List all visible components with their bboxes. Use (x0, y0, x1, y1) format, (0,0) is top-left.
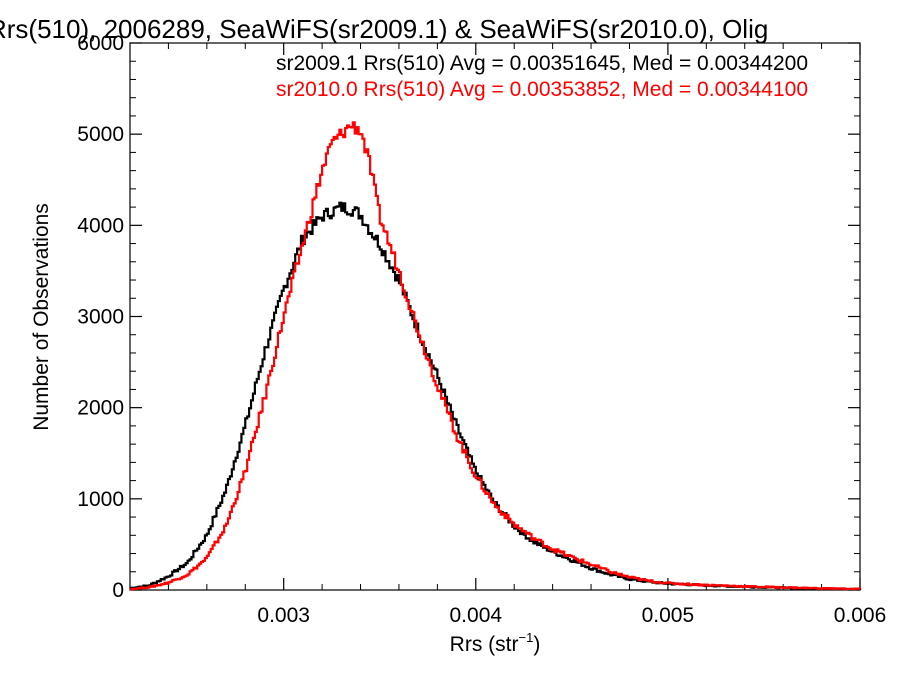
x-axis-label-main: Rrs (str (450, 633, 519, 656)
annotation-sr2009: sr2009.1 Rrs(510) Avg = 0.00351645, Med … (276, 52, 808, 75)
y-axis: 0 1000 2000 3000 4000 5000 6000 (77, 32, 860, 602)
annotation-sr2010: sr2010.0 Rrs(510) Avg = 0.00353852, Med … (276, 78, 808, 101)
x-tick-label: 0.003 (257, 604, 310, 627)
x-tick-label: 0.004 (450, 604, 503, 627)
x-tick-label: 0.005 (642, 604, 695, 627)
y-tick-label: 1000 (77, 488, 124, 511)
histogram-series-1 (130, 121, 862, 591)
series-layer (130, 121, 862, 591)
y-tick-label: 5000 (77, 123, 124, 146)
y-tick-label: 3000 (77, 306, 124, 329)
x-axis: 0.003 0.004 0.005 0.006 (129, 43, 887, 627)
y-tick-label: 2000 (77, 397, 124, 420)
x-axis-label: Rrs (str−1) (450, 630, 541, 656)
y-tick-label: 6000 (77, 32, 124, 55)
x-axis-label-superscript: −1 (519, 630, 534, 645)
histogram-series-0 (130, 201, 862, 591)
chart-title: Rrs(510), 2006289, SeaWiFS(sr2009.1) & S… (0, 14, 768, 44)
y-tick-label: 0 (112, 579, 124, 602)
y-axis-label: Number of Observations (30, 203, 53, 431)
x-axis-label-suffix: ) (533, 633, 540, 656)
x-tick-label: 0.006 (834, 604, 887, 627)
y-tick-label: 4000 (77, 214, 124, 237)
